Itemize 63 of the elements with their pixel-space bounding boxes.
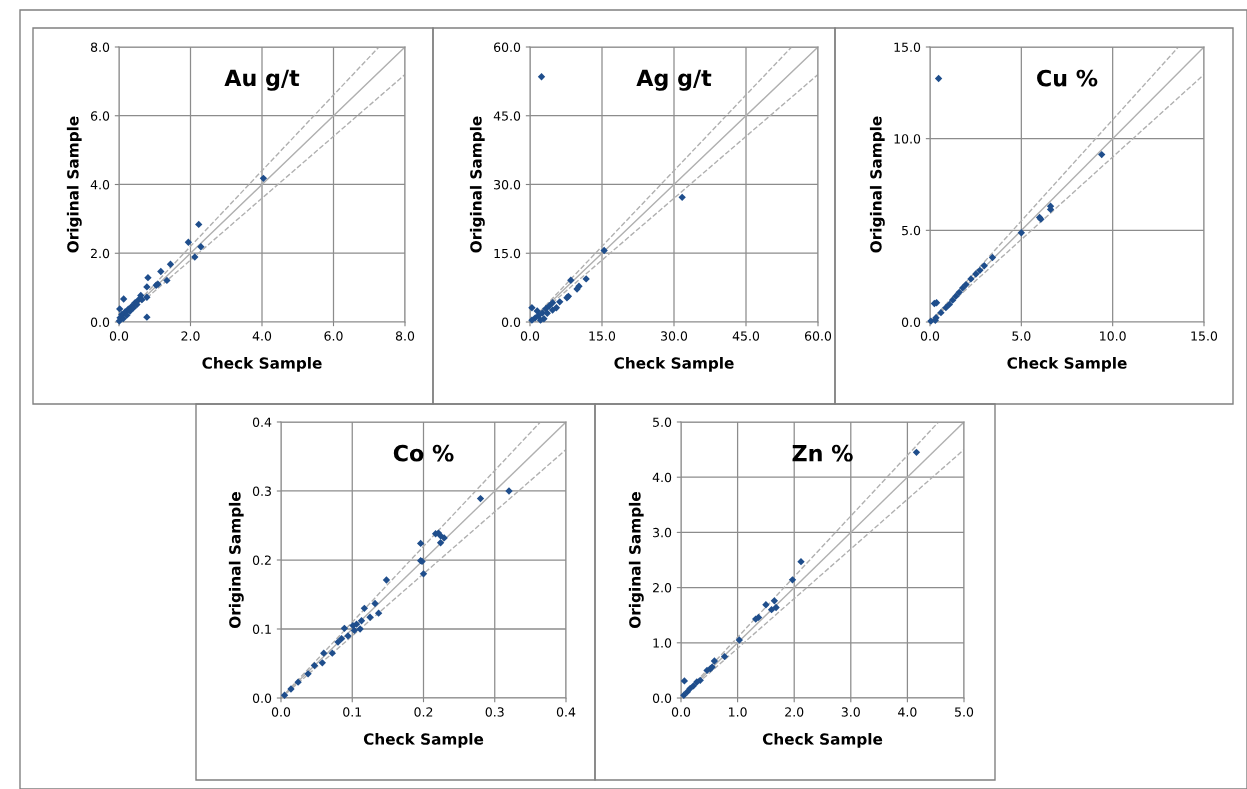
x-axis-title: Check Sample — [614, 357, 734, 372]
x-tick-label: 0.0 — [671, 707, 691, 717]
y-axis-title: Original Sample — [66, 116, 82, 253]
text: Cu % — [1037, 69, 1098, 87]
y-tick-label: 2.0 — [653, 583, 672, 593]
y-axis-title: Original Sample — [228, 492, 244, 628]
y-tick-label: 0.1 — [252, 624, 271, 634]
x-tick-label: 15.0 — [589, 331, 616, 341]
x-tick-label: 0.0 — [520, 331, 540, 341]
x-tick-label: 0.3 — [485, 707, 504, 717]
y-tick-label: 15.0 — [894, 42, 921, 52]
x-tick-label: 60.0 — [804, 331, 832, 341]
x-tick-label: 10.0 — [1100, 331, 1126, 341]
y-tick-label: 2.0 — [91, 248, 110, 259]
y-axis-title: Original Sample — [869, 116, 885, 253]
y-axis-title: Original Sample — [469, 116, 485, 253]
y-tick-label: 3.0 — [653, 527, 672, 538]
text: Ag g/t — [636, 69, 712, 91]
text: Au g/t — [224, 69, 300, 91]
x-axis-title: Check Sample — [1007, 357, 1127, 372]
text: Zn % — [792, 444, 853, 462]
x-tick-label: 2.0 — [785, 707, 804, 717]
x-tick-label: 6.0 — [324, 331, 343, 341]
x-tick-label: 0.0 — [920, 331, 940, 341]
y-tick-label: 1.0 — [653, 638, 672, 648]
y-tick-label: 8.0 — [90, 42, 110, 52]
x-tick-label: 0.0 — [271, 707, 291, 717]
x-axis-title: Check Sample — [363, 733, 484, 748]
x-tick-label: 1.0 — [729, 707, 747, 717]
x-tick-label: 8.0 — [395, 331, 415, 341]
y-tick-label: 0.0 — [652, 693, 672, 703]
y-tick-label: 45.0 — [493, 111, 521, 121]
y-tick-label: 30.0 — [494, 179, 521, 190]
y-axis-title: Original Sample — [628, 492, 644, 628]
x-tick-label: 30.0 — [661, 331, 688, 341]
y-tick-label: 0.4 — [252, 417, 272, 427]
text: Co % — [393, 444, 454, 462]
y-tick-label: 4.0 — [90, 179, 110, 190]
x-tick-label: 0.1 — [343, 707, 362, 717]
y-tick-label: 5.0 — [902, 225, 921, 236]
y-tick-label: 0.0 — [901, 317, 921, 327]
x-tick-label: 5.0 — [955, 707, 974, 717]
y-tick-label: 0.0 — [501, 317, 521, 327]
x-tick-label: 0.4 — [556, 707, 576, 717]
y-tick-label: 0.2 — [252, 555, 271, 565]
x-axis-title: Check Sample — [762, 733, 883, 748]
x-axis-title: Check Sample — [202, 357, 322, 372]
y-tick-label: 0.0 — [90, 317, 110, 327]
x-tick-label: 0.0 — [109, 331, 129, 341]
y-tick-label: 6.0 — [90, 111, 110, 121]
x-tick-label: 5.0 — [1012, 331, 1031, 341]
y-tick-label: 10.0 — [894, 134, 921, 144]
y-tick-label: 60.0 — [494, 42, 521, 52]
y-tick-label: 0.3 — [252, 486, 271, 496]
y-tick-label: 15.0 — [494, 248, 521, 259]
y-tick-label: 0.0 — [252, 693, 272, 703]
x-tick-label: 0.2 — [414, 707, 433, 717]
y-tick-label: 4.0 — [652, 472, 672, 483]
y-tick-label: 5.0 — [653, 417, 672, 427]
x-tick-label: 15.0 — [1191, 331, 1218, 341]
x-tick-label: 2.0 — [181, 331, 200, 341]
x-tick-label: 45.0 — [732, 331, 760, 341]
x-tick-label: 3.0 — [841, 707, 860, 717]
